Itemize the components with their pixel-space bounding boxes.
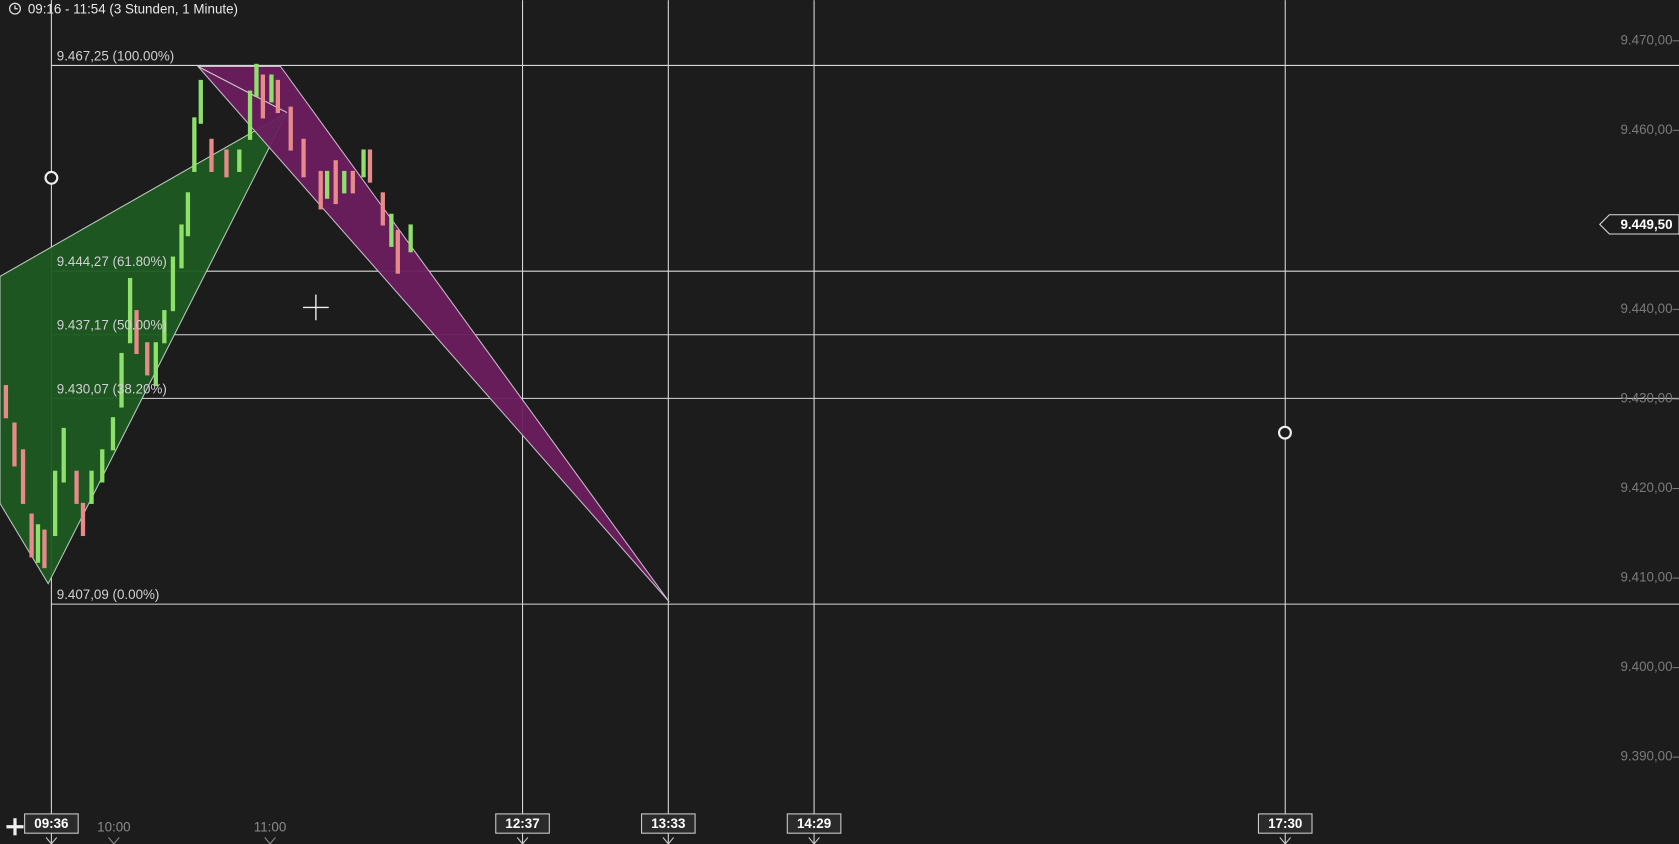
fib-level-label: 9.444,27 (61.80%) (57, 254, 167, 269)
time-marker-box (1257, 813, 1313, 834)
time-marker-label: 12:37 (505, 816, 539, 831)
time-marker-label: 09:36 (34, 816, 68, 831)
price-tick-label: 9.470,00 (1620, 32, 1672, 47)
time-label: 10:00 (97, 819, 130, 834)
price-tick-label: 9.410,00 (1620, 570, 1672, 585)
purple-triangle (196, 65, 670, 603)
time-marker-box (786, 813, 842, 834)
time-label: 11:00 (254, 819, 286, 834)
fib-level-label: 9.467,25 (100.00%) (57, 48, 175, 63)
overlay: 9.470,00 9.460,00 9.440,00 9.430,00 9.420,00… (24, 32, 1679, 844)
time-range: 09:16 - 11:54 (3 Stunden, 1 Minute) (28, 1, 238, 16)
crosshair-cursor (303, 294, 329, 321)
green-triangle (0, 111, 289, 585)
last-price-label: 9.449,50 (1620, 217, 1672, 232)
price-tick-label: 9.460,00 (1620, 122, 1672, 137)
connector-line (197, 66, 288, 114)
price-tick-label: 9.430,00 (1620, 391, 1672, 406)
price-tick-label: 9.400,00 (1620, 659, 1672, 674)
price-tick-label: 9.390,00 (1620, 749, 1672, 764)
price-tick-label: 9.420,00 (1620, 480, 1672, 495)
fib-level-label: 9.437,17 (50.00%) (57, 318, 167, 333)
fib-level-label: 9.430,07 (38.20%) (57, 381, 167, 396)
time-marker-box (641, 813, 696, 834)
time-marker-label: 14:29 (797, 816, 831, 831)
fib-level-label: 9.407,09 (0.00%) (57, 587, 160, 602)
drawing-handle[interactable] (44, 170, 59, 185)
move-tool-icon[interactable] (6, 818, 24, 836)
grid (50, 0, 1679, 844)
clock-hands (14, 5, 18, 10)
time-marker-box (495, 813, 550, 834)
time-marker-label: 13:33 (651, 816, 685, 831)
time-marker-label: 17:30 (1268, 816, 1302, 831)
clock-icon (8, 2, 21, 15)
drawing-handle[interactable] (1277, 425, 1292, 440)
price-tick-label: 9.440,00 (1620, 301, 1672, 316)
candles (3, 63, 413, 569)
time-marker-box (24, 813, 79, 834)
